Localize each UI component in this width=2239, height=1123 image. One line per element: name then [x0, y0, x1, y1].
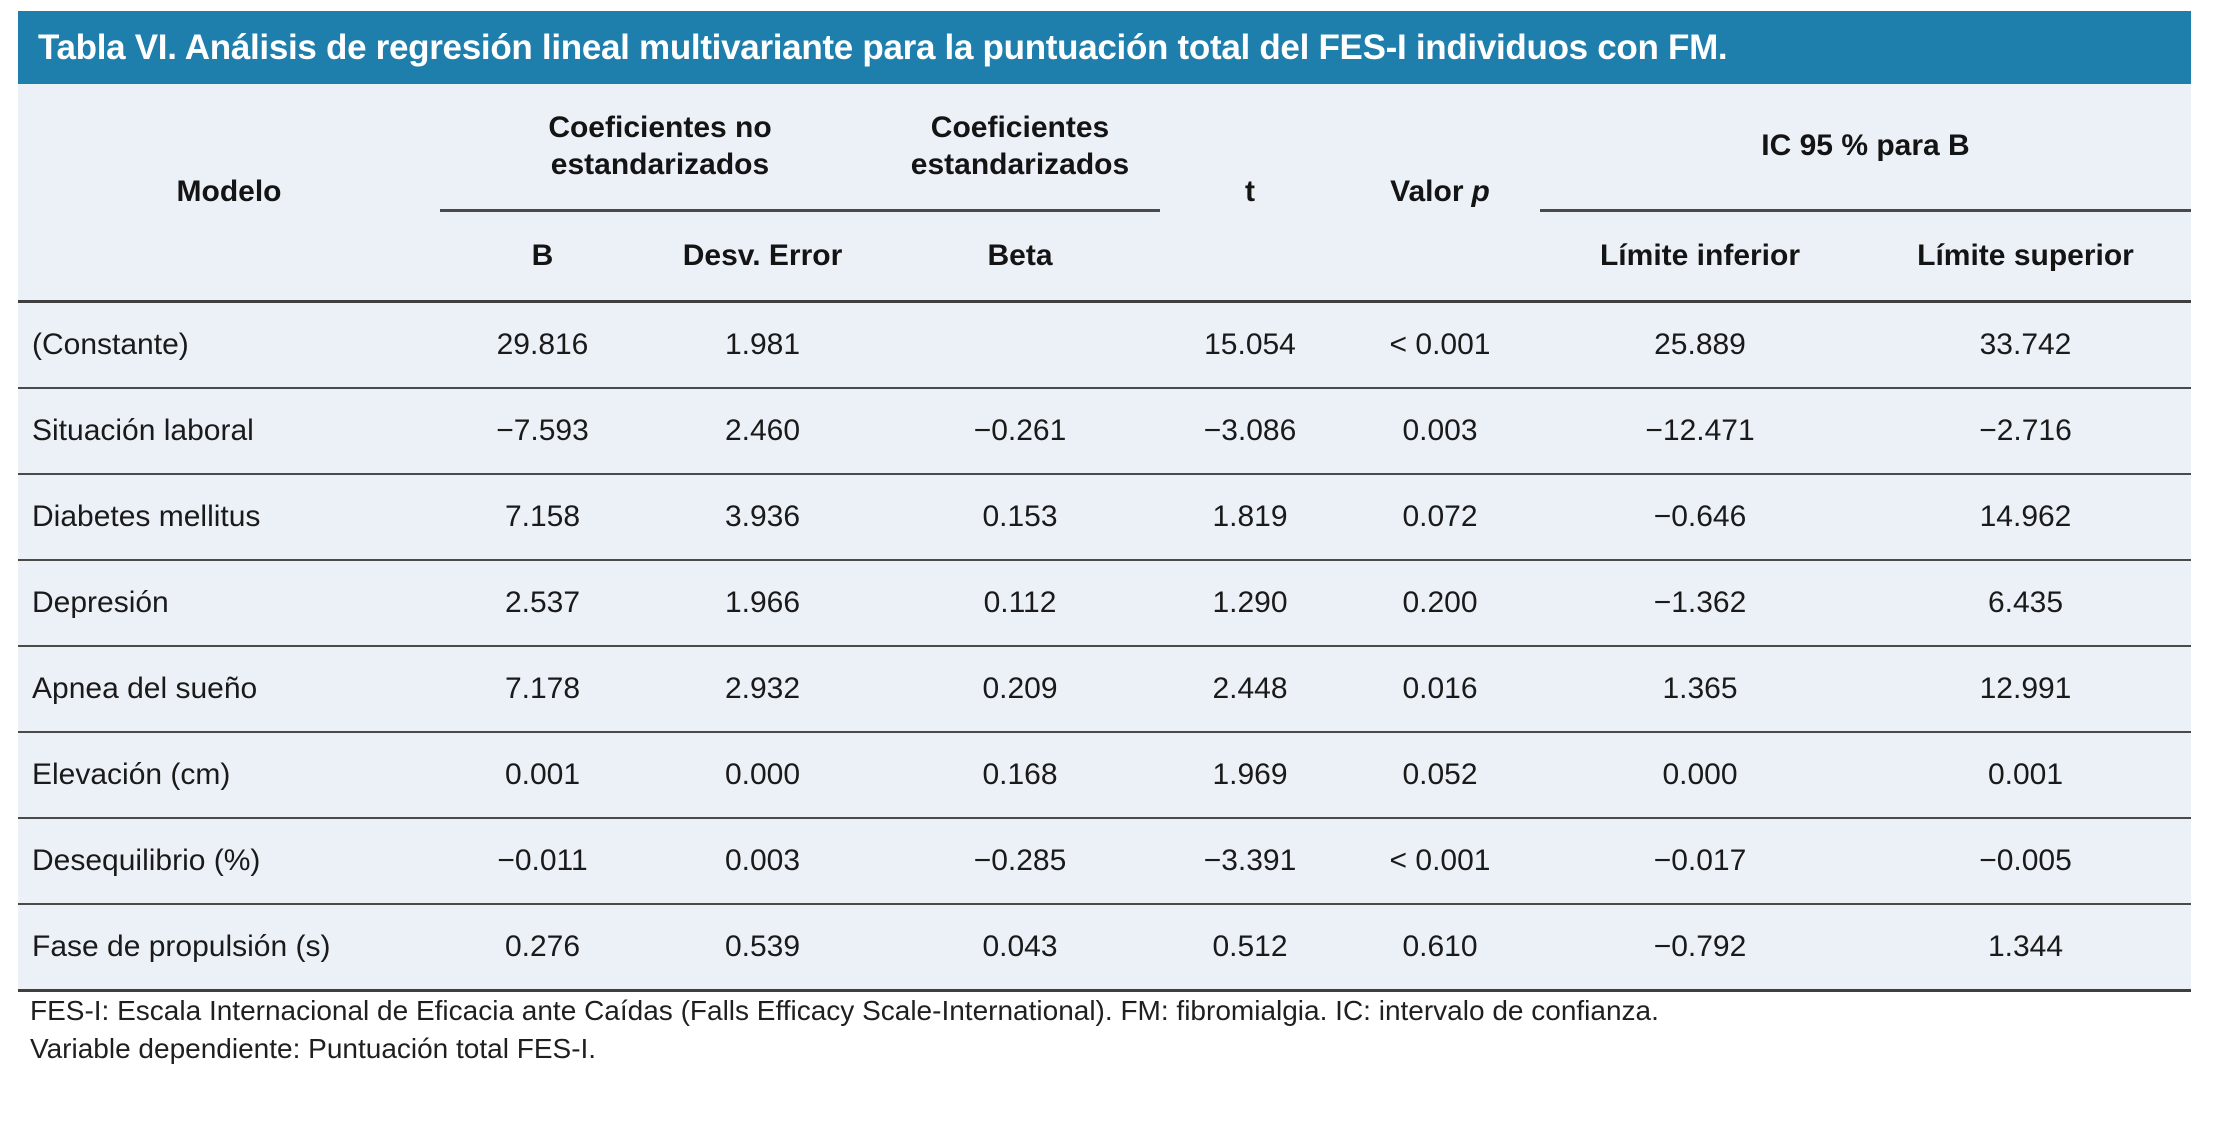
cell-limite-superior: 6.435: [1987, 586, 2064, 619]
table-row: Fase de propulsión (s) 0.276 0.539 0.043…: [18, 903, 2191, 989]
table-row: (Constante) 29.816 1.981 15.054 < 0.001 …: [18, 303, 2191, 387]
cell-b: 7.178: [504, 672, 581, 705]
table-vi: Tabla VI. Análisis de regresión lineal m…: [18, 11, 2191, 992]
cell-desv-error: 1.966: [724, 586, 801, 619]
cell-model-label: Elevación (cm): [32, 758, 231, 791]
table-body: Modelo Coeficientes no estandarizados Co…: [18, 84, 2191, 992]
table-title: Tabla VI. Análisis de regresión lineal m…: [38, 27, 1728, 67]
cell-model-label: (Constante): [32, 328, 189, 361]
cell-t: 1.969: [1212, 758, 1288, 791]
table-footnotes: FES-I: Escala Internacional de Eficacia …: [30, 992, 1659, 1068]
cell-valor-p: 0.003: [1402, 414, 1478, 447]
cell-t: 1.290: [1212, 586, 1288, 619]
table-title-bar: Tabla VI. Análisis de regresión lineal m…: [18, 11, 2191, 84]
col-header-modelo: Modelo: [176, 174, 282, 208]
cell-t: −3.391: [1203, 844, 1297, 877]
cell-limite-superior: 12.991: [1979, 672, 2072, 705]
cell-model-label: Desequilibrio (%): [32, 844, 261, 877]
cell-beta: 0.043: [982, 930, 1058, 963]
cell-t: −3.086: [1203, 414, 1297, 447]
col-header-valor-p: Valor p: [1340, 84, 1540, 300]
cell-desv-error: 0.539: [724, 930, 801, 963]
col-header-desv-error: Desv. Error: [682, 238, 843, 272]
cell-limite-inferior: −0.792: [1653, 930, 1747, 963]
cell-t: 0.512: [1212, 930, 1288, 963]
col-group-ic95-para-b: IC 95 % para B: [1540, 84, 2191, 212]
col-header-t: t: [1245, 174, 1255, 208]
footnote: FES-I: Escala Internacional de Eficacia …: [30, 995, 1659, 1026]
cell-t: 1.819: [1212, 500, 1288, 533]
cell-model-label: Fase de propulsión (s): [32, 930, 331, 963]
cell-valor-p: < 0.001: [1389, 844, 1491, 877]
cell-valor-p: 0.072: [1402, 500, 1478, 533]
cell-t: 15.054: [1204, 328, 1296, 361]
cell-valor-p: 0.052: [1402, 758, 1478, 791]
table-row: Diabetes mellitus 7.158 3.936 0.153 1.81…: [18, 473, 2191, 559]
table-row: Desequilibrio (%) −0.011 0.003 −0.285 −3…: [18, 817, 2191, 903]
cell-model-label: Diabetes mellitus: [32, 500, 261, 533]
cell-desv-error: 1.981: [724, 328, 801, 361]
cell-valor-p: 0.200: [1402, 586, 1478, 619]
table-row: Situación laboral −7.593 2.460 −0.261 −3…: [18, 387, 2191, 473]
cell-limite-inferior: 0.000: [1662, 758, 1738, 791]
cell-limite-superior: −2.716: [1979, 414, 2072, 447]
cell-model-label: Situación laboral: [32, 414, 254, 447]
valor-p-prefix: Valor: [1390, 174, 1464, 208]
cell-beta: 0.209: [982, 672, 1058, 705]
cell-b: −7.593: [496, 414, 589, 447]
cell-beta: −0.261: [973, 414, 1067, 447]
cell-t: 2.448: [1212, 672, 1288, 705]
col-group-coeficientes-estandarizados: Coeficientes estandarizados: [880, 84, 1160, 212]
cell-beta: −0.285: [973, 844, 1067, 877]
cell-limite-inferior: 1.365: [1662, 672, 1738, 705]
cell-limite-inferior: −1.362: [1653, 586, 1747, 619]
cell-beta: 0.153: [982, 500, 1058, 533]
table-row: Depresión 2.537 1.966 0.112 1.290 0.200 …: [18, 559, 2191, 645]
cell-beta: 0.168: [982, 758, 1058, 791]
valor-p-symbol: p: [1471, 174, 1490, 208]
cell-limite-inferior: −0.017: [1653, 844, 1747, 877]
col-header-limite-superior: Límite superior: [1917, 238, 2134, 272]
cell-limite-inferior: 25.889: [1654, 328, 1746, 361]
footnote: Variable dependiente: Puntuación total F…: [30, 1033, 597, 1064]
col-group-coeficientes-no-estandarizados: Coeficientes no estandarizados: [440, 84, 880, 212]
cell-model-label: Depresión: [32, 586, 169, 619]
table-row: Apnea del sueño 7.178 2.932 0.209 2.448 …: [18, 645, 2191, 731]
cell-b: 0.001: [504, 758, 581, 791]
col-header-b: B: [531, 238, 554, 272]
table-row: Elevación (cm) 0.001 0.000 0.168 1.969 0…: [18, 731, 2191, 817]
cell-beta: [880, 303, 1160, 387]
col-group-label: Coeficientes estandarizados: [910, 110, 1130, 181]
cell-desv-error: 3.936: [724, 500, 801, 533]
table-header: Modelo Coeficientes no estandarizados Co…: [18, 84, 2191, 303]
cell-valor-p: 0.610: [1402, 930, 1478, 963]
table-rows: (Constante) 29.816 1.981 15.054 < 0.001 …: [18, 303, 2191, 992]
cell-valor-p: < 0.001: [1389, 328, 1491, 361]
cell-limite-inferior: −0.646: [1653, 500, 1747, 533]
cell-limite-superior: 14.962: [1979, 500, 2072, 533]
col-header-beta: Beta: [987, 238, 1053, 272]
cell-b: 29.816: [496, 328, 589, 361]
col-group-label: Coeficientes no estandarizados: [548, 110, 772, 181]
cell-valor-p: 0.016: [1402, 672, 1478, 705]
cell-limite-superior: 0.001: [1987, 758, 2064, 791]
cell-desv-error: 2.460: [724, 414, 801, 447]
cell-b: −0.011: [497, 844, 588, 877]
cell-beta: 0.112: [983, 586, 1057, 619]
cell-limite-superior: 33.742: [1979, 328, 2072, 361]
cell-limite-superior: 1.344: [1987, 930, 2064, 963]
cell-desv-error: 0.003: [724, 844, 801, 877]
cell-desv-error: 2.932: [724, 672, 801, 705]
cell-desv-error: 0.000: [724, 758, 801, 791]
cell-b: 2.537: [504, 586, 581, 619]
cell-limite-inferior: −12.471: [1645, 414, 1755, 447]
cell-b: 0.276: [504, 930, 581, 963]
col-header-limite-inferior: Límite inferior: [1599, 238, 1801, 272]
cell-b: 7.158: [504, 500, 581, 533]
cell-model-label: Apnea del sueño: [32, 672, 258, 705]
cell-limite-superior: −0.005: [1979, 844, 2072, 877]
